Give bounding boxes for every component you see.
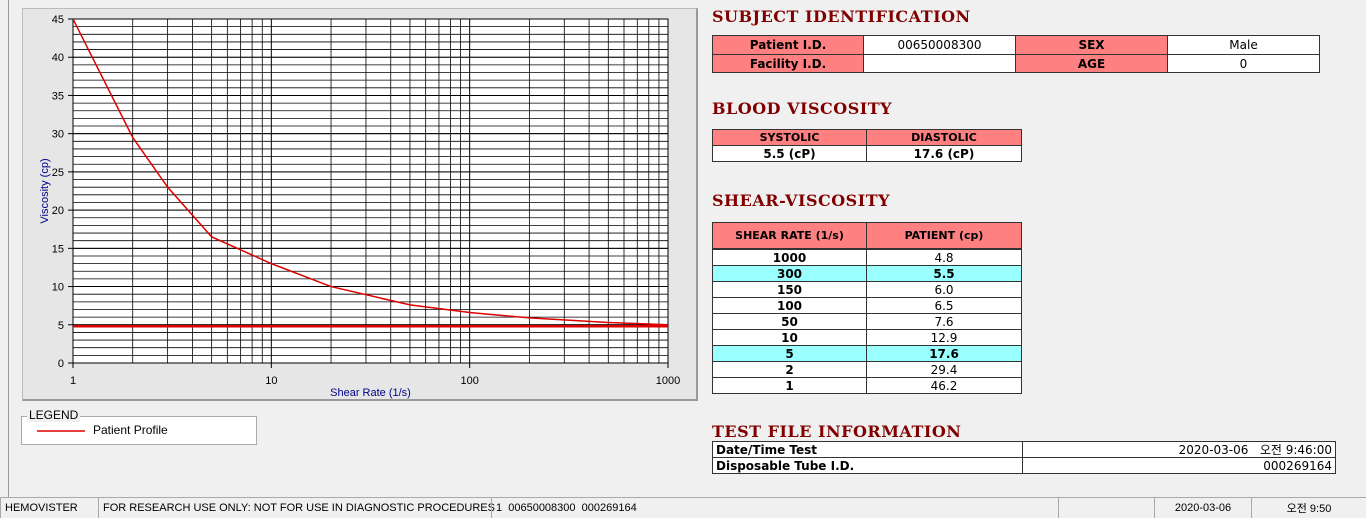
chart: 0 5 10 15 20 25 30 35 40 45 1 10 100 1000 Shear Rate (… <box>39 14 680 399</box>
x-tick-label: 10 <box>265 375 277 387</box>
status-segment <box>1058 497 1154 518</box>
status-segment: 2020-03-06 <box>1154 497 1251 518</box>
frame-line <box>8 0 9 497</box>
status-segment: HEMOVISTER <box>0 497 98 518</box>
value-cell: 6.0 <box>866 281 1022 298</box>
section-title: TEST FILE INFORMATION <box>712 422 962 441</box>
field-label: SEX <box>1015 35 1168 55</box>
value-cell: 2 <box>712 361 867 378</box>
value-cell: 46.2 <box>866 377 1022 394</box>
value-cell: 6.5 <box>866 297 1022 314</box>
section-title: SUBJECT IDENTIFICATION <box>712 7 971 26</box>
x-tick-label: 1000 <box>656 375 680 387</box>
value-cell: 29.4 <box>866 361 1022 378</box>
field-value: 2020-03-06 오전 9:46:00 <box>1022 441 1336 458</box>
y-tick-label: 10 <box>52 282 64 294</box>
value-cell: 17.6 <box>866 345 1022 362</box>
column-header: DIASTOLIC <box>866 129 1022 146</box>
y-axis-label: Viscosity (cp) <box>39 158 51 223</box>
y-tick-label: 25 <box>52 167 64 179</box>
y-tick-label: 30 <box>52 129 64 141</box>
x-tick-label: 1 <box>70 375 76 387</box>
value-cell: 5.5 (cP) <box>712 145 867 162</box>
y-tick-label: 15 <box>52 243 64 255</box>
value-cell: 50 <box>712 313 867 330</box>
legend-title: LEGEND <box>27 408 81 422</box>
value-cell: 5 <box>712 345 867 362</box>
series-line <box>73 19 668 326</box>
status-segment: FOR RESEARCH USE ONLY: NOT FOR USE IN DI… <box>98 497 495 518</box>
value-cell: 4.8 <box>866 249 1022 266</box>
field-label: Facility I.D. <box>712 54 864 73</box>
y-tick-label: 45 <box>52 14 64 26</box>
column-header: SHEAR RATE (1/s) <box>712 222 867 249</box>
status-segment: 1 00650008300 000269164 <box>491 497 1058 518</box>
y-tick-label: 5 <box>58 320 64 332</box>
field-value: 0 <box>1167 54 1320 73</box>
column-header: SYSTOLIC <box>712 129 867 146</box>
column-header: PATIENT (cp) <box>866 222 1022 249</box>
field-label: Disposable Tube I.D. <box>712 457 1023 474</box>
value-cell: 1000 <box>712 249 867 266</box>
x-axis-label: Shear Rate (1/s) <box>330 387 411 399</box>
field-value <box>863 54 1016 73</box>
y-tick-label: 40 <box>52 52 64 64</box>
value-cell: 12.9 <box>866 329 1022 346</box>
field-label: AGE <box>1015 54 1168 73</box>
status-segment: 오전 9:50 <box>1251 497 1366 518</box>
field-value: 00650008300 <box>863 35 1016 55</box>
x-tick-label: 100 <box>460 375 478 387</box>
value-cell: 1 <box>712 377 867 394</box>
legend-label: Patient Profile <box>93 423 168 437</box>
section-title: SHEAR-VISCOSITY <box>712 191 891 210</box>
y-tick-label: 20 <box>52 205 64 217</box>
legend-entry: Patient Profile <box>37 423 168 437</box>
y-tick-label: 0 <box>58 358 64 370</box>
value-cell: 5.5 <box>866 265 1022 282</box>
value-cell: 150 <box>712 281 867 298</box>
value-cell: 100 <box>712 297 867 314</box>
value-cell: 10 <box>712 329 867 346</box>
field-label: Patient I.D. <box>712 35 864 55</box>
field-value: 000269164 <box>1022 457 1336 474</box>
value-cell: 17.6 (cP) <box>866 145 1022 162</box>
y-tick-label: 35 <box>52 90 64 102</box>
value-cell: 7.6 <box>866 313 1022 330</box>
plot-area <box>72 18 669 364</box>
field-value: Male <box>1167 35 1320 55</box>
field-label: Date/Time Test <box>712 441 1023 458</box>
value-cell: 300 <box>712 265 867 282</box>
section-title: BLOOD VISCOSITY <box>712 99 893 118</box>
